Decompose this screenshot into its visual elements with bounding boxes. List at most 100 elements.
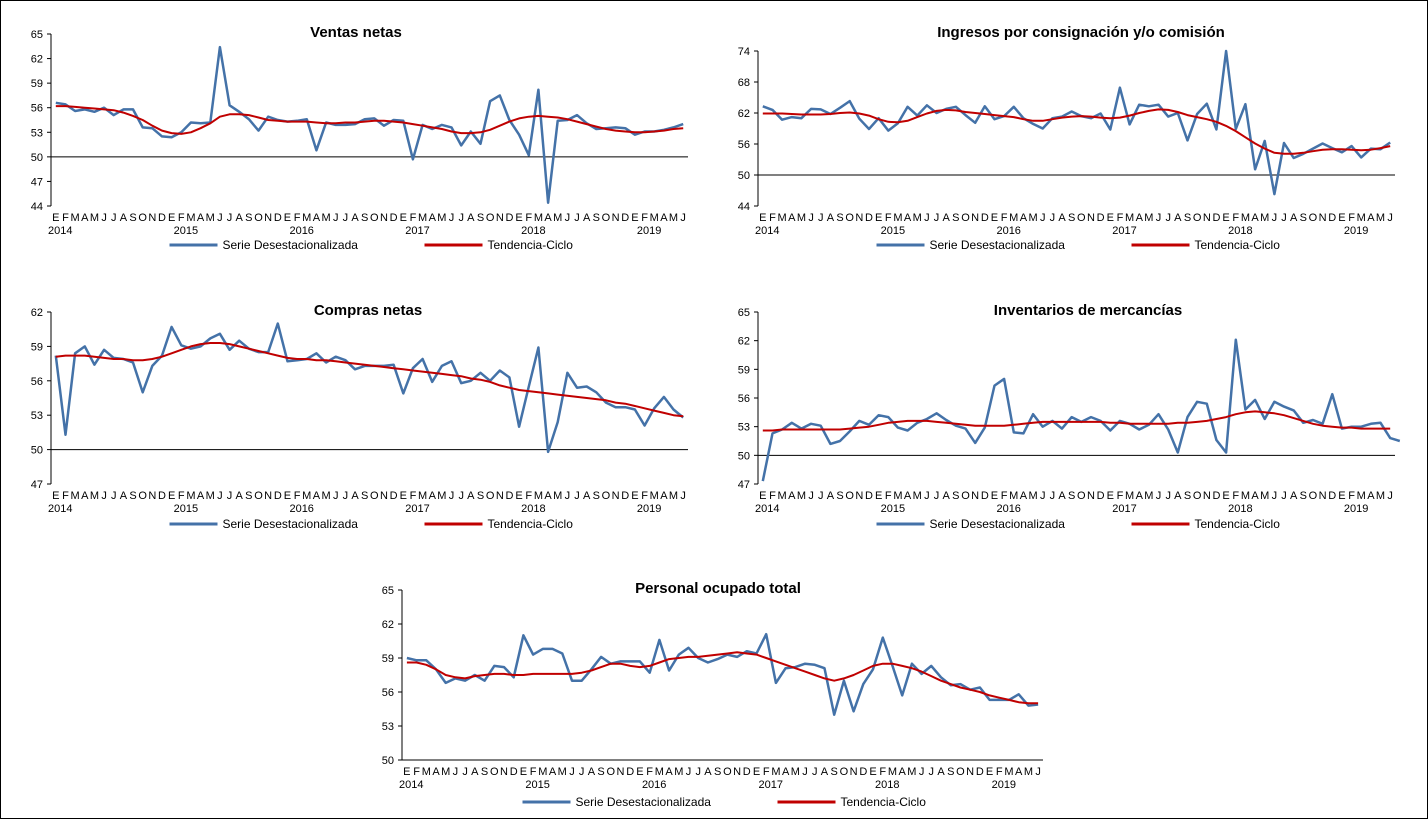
x-tick-label: M	[1260, 490, 1269, 502]
x-tick-label: F	[1117, 212, 1124, 224]
y-tick-label: 74	[738, 46, 750, 58]
x-tick-label: A	[120, 490, 128, 502]
x-tick-label: A	[1367, 490, 1375, 502]
x-tick-label: F	[1348, 490, 1355, 502]
series-line-tendencia-ciclo	[55, 342, 684, 418]
x-tick-label: S	[593, 490, 600, 502]
x-tick-label: A	[704, 766, 712, 778]
x-tick-label: O	[254, 212, 263, 224]
x-tick-label: D	[274, 490, 282, 502]
x-tick-label: J	[111, 490, 117, 502]
x-tick-label: S	[1300, 212, 1307, 224]
x-tick-label: J	[1035, 766, 1041, 778]
x-tick-label: J	[1281, 212, 1287, 224]
x-tick-label: E	[1222, 490, 1229, 502]
x-tick-label: E	[991, 490, 998, 502]
x-tick-label: J	[808, 490, 814, 502]
x-tick-label: M	[1009, 490, 1018, 502]
x-tick-label: O	[845, 490, 854, 502]
x-tick-label: A	[467, 212, 475, 224]
x-tick-label: M	[1241, 490, 1250, 502]
x-tick-label: D	[505, 490, 513, 502]
x-tick-label: M	[655, 766, 664, 778]
x-tick-label: F	[641, 490, 648, 502]
x-tick-label: D	[743, 766, 751, 778]
x-tick-label: D	[510, 766, 518, 778]
x-tick-label: A	[429, 490, 437, 502]
year-label: 2015	[174, 503, 198, 515]
x-tick-label: J	[812, 766, 818, 778]
legend-label: Tendencia-Ciclo	[488, 517, 574, 531]
x-tick-label: S	[361, 490, 368, 502]
series-line-desestacionalizada	[54, 322, 684, 454]
x-tick-label: O	[486, 212, 495, 224]
x-tick-label: M	[669, 490, 678, 502]
x-tick-label: J	[217, 490, 223, 502]
y-tick-label: 50	[738, 450, 750, 462]
x-tick-label: A	[899, 766, 907, 778]
x-tick-label: A	[821, 766, 829, 778]
x-tick-label: F	[413, 766, 420, 778]
x-tick-label: D	[865, 490, 873, 502]
legend-label: Tendencia-Ciclo	[1195, 517, 1281, 531]
x-tick-label: F	[410, 490, 417, 502]
year-label: 2019	[637, 225, 661, 237]
legend: Serie Desestacionalizada Tendencia-Ciclo	[876, 238, 1280, 252]
x-tick-label: S	[477, 490, 484, 502]
x-tick-label: D	[859, 766, 867, 778]
x-tick-label: D	[158, 212, 166, 224]
x-tick-label: M	[650, 490, 659, 502]
x-tick-label: J	[808, 212, 814, 224]
x-tick-label: A	[1174, 490, 1182, 502]
x-tick-label: A	[665, 766, 673, 778]
year-label: 2017	[758, 779, 782, 791]
x-tick-label: O	[961, 212, 970, 224]
x-tick-label: O	[370, 490, 379, 502]
x-tick-label: J	[333, 212, 339, 224]
x-tick-label: N	[380, 212, 388, 224]
year-label: 2019	[1344, 503, 1368, 515]
x-tick-label: M	[907, 766, 916, 778]
y-tick-label: 65	[382, 585, 394, 597]
x-tick-label: A	[236, 490, 244, 502]
x-tick-label: O	[1309, 212, 1318, 224]
x-tick-label: J	[1156, 490, 1162, 502]
x-tick-label: O	[602, 490, 611, 502]
x-tick-label: E	[168, 490, 175, 502]
x-tick-label: F	[763, 766, 770, 778]
legend: Serie Desestacionalizada Tendencia-Ciclo	[876, 517, 1281, 531]
y-tick-label: 47	[31, 479, 43, 491]
x-tick-label: E	[1107, 212, 1114, 224]
x-tick-label: E	[631, 212, 638, 224]
x-tick-label: M	[797, 212, 806, 224]
x-tick-label: A	[1174, 212, 1182, 224]
year-label: 2014	[48, 503, 72, 515]
x-tick-label: F	[294, 490, 301, 502]
x-tick-label: N	[1203, 490, 1211, 502]
y-tick-label: 50	[31, 445, 43, 457]
x-tick-label: M	[913, 490, 922, 502]
x-tick-label: D	[976, 766, 984, 778]
x-tick-label: M	[778, 212, 787, 224]
x-tick-label: M	[553, 212, 562, 224]
x-tick-label: O	[840, 766, 849, 778]
x-tick-label: J	[453, 766, 459, 778]
x-tick-label: A	[1290, 212, 1298, 224]
x-tick-label: J	[1040, 212, 1046, 224]
x-tick-label: A	[471, 766, 479, 778]
x-tick-label: A	[588, 766, 596, 778]
x-tick-label: N	[264, 212, 272, 224]
year-label: 2019	[992, 779, 1016, 791]
x-tick-label: S	[361, 212, 368, 224]
x-tick-label: A	[904, 212, 912, 224]
x-tick-label: J	[680, 490, 686, 502]
x-tick-label: A	[351, 490, 359, 502]
x-tick-label: M	[1241, 212, 1250, 224]
x-tick-label: A	[429, 212, 437, 224]
x-tick-label: A	[1136, 212, 1144, 224]
x-tick-label: E	[1222, 212, 1229, 224]
x-tick-label: S	[245, 490, 252, 502]
